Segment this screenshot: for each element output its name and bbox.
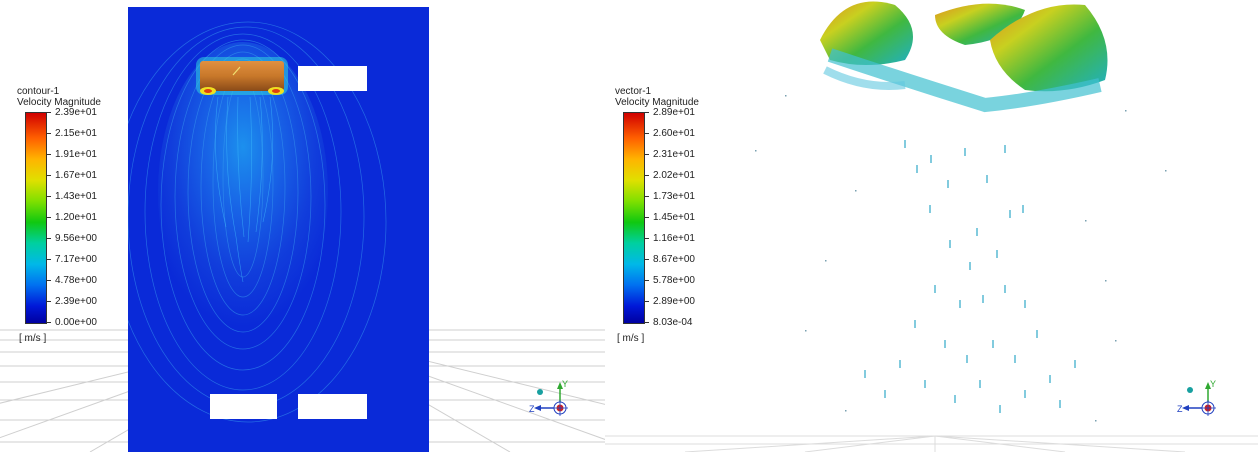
legend-label: 1.16e+01 [653, 233, 695, 244]
legend-label: 2.31e+01 [653, 149, 695, 160]
legend-label: 1.45e+01 [653, 212, 695, 223]
triad-y-label: Y [562, 379, 568, 389]
legend-label: 1.73e+01 [653, 191, 695, 202]
triad-z-label: Z [529, 404, 535, 414]
legend-variable: Velocity Magnitude [615, 97, 699, 108]
color-scale-bar [25, 112, 47, 324]
legend-label: 2.89e+00 [653, 296, 695, 307]
legend-label: 2.60e+01 [653, 128, 695, 139]
velocity-vector-field [755, 1, 1167, 422]
legend-title: contour-1 [17, 86, 60, 97]
contour-view[interactable]: contour-1 Velocity Magnitude 2.39e+01 2.… [0, 0, 605, 452]
vector-cluster-left [820, 1, 913, 65]
vector-view[interactable]: vector-1 Velocity Magnitude 2.89e+01 2.6… [605, 0, 1258, 452]
legend-label: 2.39e+00 [55, 296, 97, 307]
legend-label: 8.67e+00 [653, 254, 695, 265]
legend-label: 2.02e+01 [653, 170, 695, 181]
upper-opening [298, 66, 367, 91]
legend-label: 4.78e+00 [55, 275, 97, 286]
legend-label: 8.03e-04 [653, 317, 693, 328]
lower-right-opening [298, 394, 367, 419]
velocity-contour-field [128, 7, 429, 452]
legend-unit: [ m/s ] [19, 333, 47, 344]
triad-z-label: Z [1177, 404, 1183, 414]
legend-unit: [ m/s ] [617, 333, 645, 344]
triad-y-label: Y [1210, 379, 1216, 389]
axis-triad[interactable]: Y Z [528, 378, 574, 424]
legend-label: 9.56e+00 [55, 233, 97, 244]
legend-variable: Velocity Magnitude [17, 97, 101, 108]
legend-label: 2.89e+01 [653, 107, 695, 118]
legend-label: 7.17e+00 [55, 254, 97, 265]
legend-label: 2.39e+01 [55, 107, 97, 118]
axis-triad[interactable]: Y Z [1176, 378, 1222, 424]
rotor-body [200, 61, 284, 91]
legend-label: 1.91e+01 [55, 149, 97, 160]
legend-label: 5.78e+00 [653, 275, 695, 286]
legend-label: 1.43e+01 [55, 191, 97, 202]
contour-legend: contour-1 Velocity Magnitude 2.39e+01 2.… [17, 86, 117, 346]
legend-label: 2.15e+01 [55, 128, 97, 139]
ground-grid [605, 435, 1258, 452]
legend-title: vector-1 [615, 86, 652, 97]
lower-left-opening [210, 394, 277, 419]
color-scale-bar [623, 112, 645, 324]
legend-label: 0.00e+00 [55, 317, 97, 328]
vector-legend: vector-1 Velocity Magnitude 2.89e+01 2.6… [615, 86, 715, 346]
legend-label: 1.20e+01 [55, 212, 97, 223]
legend-label: 1.67e+01 [55, 170, 97, 181]
vector-cluster-right [990, 4, 1108, 92]
